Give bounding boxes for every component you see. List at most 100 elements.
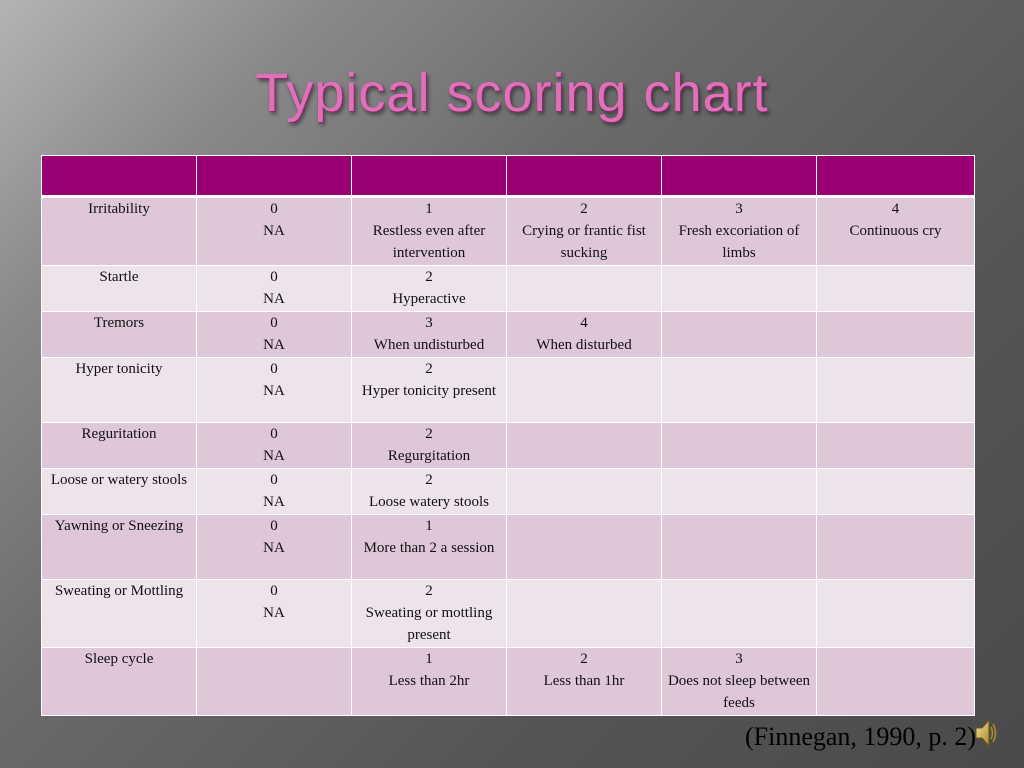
score-cell: 3 Does not sleep between feeds <box>661 647 817 716</box>
score-cell: 0 NA <box>196 265 352 312</box>
score-value: 1 <box>425 201 433 217</box>
score-value: 0 <box>270 361 278 377</box>
score-value: 2 <box>425 472 433 488</box>
score-description: Crying or frantic fist sucking <box>522 223 646 261</box>
table-row: Loose or watery stools 0 NA 2 Loose watery s… <box>41 468 975 515</box>
score-value: 2 <box>580 201 588 217</box>
score-description: Hyperactive <box>392 291 466 307</box>
score-description: NA <box>263 291 285 307</box>
score-cell <box>506 579 662 648</box>
score-description: NA <box>263 494 285 510</box>
score-cell <box>506 265 662 312</box>
score-cell <box>506 422 662 469</box>
citation: (Finnegan, 1990, p. 2) <box>745 722 977 751</box>
sign-cell: Yawning or Sneezing <box>41 514 197 580</box>
score-value: 2 <box>580 651 588 667</box>
table-row: Irritability 0 NA 1 Restless even after inte… <box>41 196 975 266</box>
sign-cell: Tremors <box>41 311 197 358</box>
score-cell <box>816 514 975 580</box>
score-cell: 0 NA <box>196 422 352 469</box>
header-cell <box>506 155 662 198</box>
score-cell: 1 Less than 2hr <box>351 647 507 716</box>
score-description: Less than 1hr <box>543 673 625 689</box>
sign-cell: Sleep cycle <box>41 647 197 716</box>
score-description: When undisturbed <box>373 337 485 353</box>
table-row: Hyper tonicity 0 NA 2 Hyper tonicity present <box>41 357 975 423</box>
header-cell <box>816 155 975 198</box>
score-cell <box>196 647 352 716</box>
score-cell: 1 More than 2 a session <box>351 514 507 580</box>
score-value: 3 <box>735 201 743 217</box>
score-cell <box>661 579 817 648</box>
score-cell: 0 NA <box>196 514 352 580</box>
score-cell: 2 Sweating or mottling present <box>351 579 507 648</box>
score-cell: 2 Crying or frantic fist sucking <box>506 196 662 266</box>
score-description: Sweating or mottling present <box>365 605 493 643</box>
score-value: 0 <box>270 472 278 488</box>
score-description: Continuous cry <box>849 223 942 239</box>
score-cell <box>816 647 975 716</box>
score-cell: 4 Continuous cry <box>816 196 975 266</box>
sign-cell: Loose or watery stools <box>41 468 197 515</box>
score-value: 2 <box>425 583 433 599</box>
score-cell: 2 Hyperactive <box>351 265 507 312</box>
table-header-row <box>41 155 975 198</box>
sign-cell: Reguritation <box>41 422 197 469</box>
score-value: 0 <box>270 518 278 534</box>
sign-cell: Sweating or Mottling <box>41 579 197 648</box>
scoring-table: Irritability 0 NA 1 Restless even after inte… <box>41 155 975 716</box>
score-cell: 1 Restless even after intervention <box>351 196 507 266</box>
score-description: More than 2 a session <box>363 540 495 556</box>
score-description: NA <box>263 540 285 556</box>
score-cell: 0 NA <box>196 468 352 515</box>
score-value: 0 <box>270 269 278 285</box>
score-cell <box>506 357 662 423</box>
score-cell <box>816 311 975 358</box>
score-cell <box>506 468 662 515</box>
score-value: 0 <box>270 201 278 217</box>
score-description: Less than 2hr <box>388 673 470 689</box>
score-value: 0 <box>270 583 278 599</box>
score-value: 0 <box>270 315 278 331</box>
sign-cell: Startle <box>41 265 197 312</box>
score-value: 4 <box>891 201 900 217</box>
sign-cell: Hyper tonicity <box>41 357 197 423</box>
score-description: Hyper tonicity present <box>361 383 497 399</box>
score-cell: 0 NA <box>196 196 352 266</box>
score-value: 2 <box>425 426 433 442</box>
score-cell <box>661 357 817 423</box>
score-description: NA <box>263 605 285 621</box>
score-value: 2 <box>425 269 433 285</box>
score-cell <box>661 311 817 358</box>
score-value: 1 <box>425 518 433 534</box>
score-description: Fresh excoriation of limbs <box>678 223 800 261</box>
score-cell <box>661 265 817 312</box>
score-cell <box>816 357 975 423</box>
score-cell <box>661 468 817 515</box>
scoring-table-container: Irritability 0 NA 1 Restless even after inte… <box>41 155 975 716</box>
score-value: 2 <box>425 361 433 377</box>
score-cell: 2 Hyper tonicity present <box>351 357 507 423</box>
score-cell <box>816 265 975 312</box>
score-cell <box>816 422 975 469</box>
score-value: 3 <box>735 651 743 667</box>
score-value: 4 <box>580 315 588 331</box>
score-value: 3 <box>425 315 433 331</box>
score-description: NA <box>263 448 285 464</box>
score-description: Restless even after intervention <box>372 223 486 261</box>
score-cell: 0 NA <box>196 357 352 423</box>
table-row: Sweating or Mottling 0 NA 2 Sweating or mott… <box>41 579 975 648</box>
slide-title: Typical scoring chart <box>255 63 769 123</box>
score-cell: 2 Loose watery stools <box>351 468 507 515</box>
score-cell <box>661 422 817 469</box>
speaker-icon[interactable] <box>975 716 997 750</box>
score-cell: 0 NA <box>196 579 352 648</box>
score-cell: 2 Regurgitation <box>351 422 507 469</box>
score-cell: 4 When disturbed <box>506 311 662 358</box>
score-cell: 3 When undisturbed <box>351 311 507 358</box>
score-description: NA <box>263 383 285 399</box>
table-row: Tremors 0 NA 3 When undisturbed 4 When disturb… <box>41 311 975 358</box>
score-description: Does not sleep between feeds <box>667 673 811 711</box>
table-row: Reguritation 0 NA 2 Regurgitation <box>41 422 975 469</box>
table-row: Sleep cycle 1 Less than 2hr 2 Less than 1hr 3… <box>41 647 975 716</box>
